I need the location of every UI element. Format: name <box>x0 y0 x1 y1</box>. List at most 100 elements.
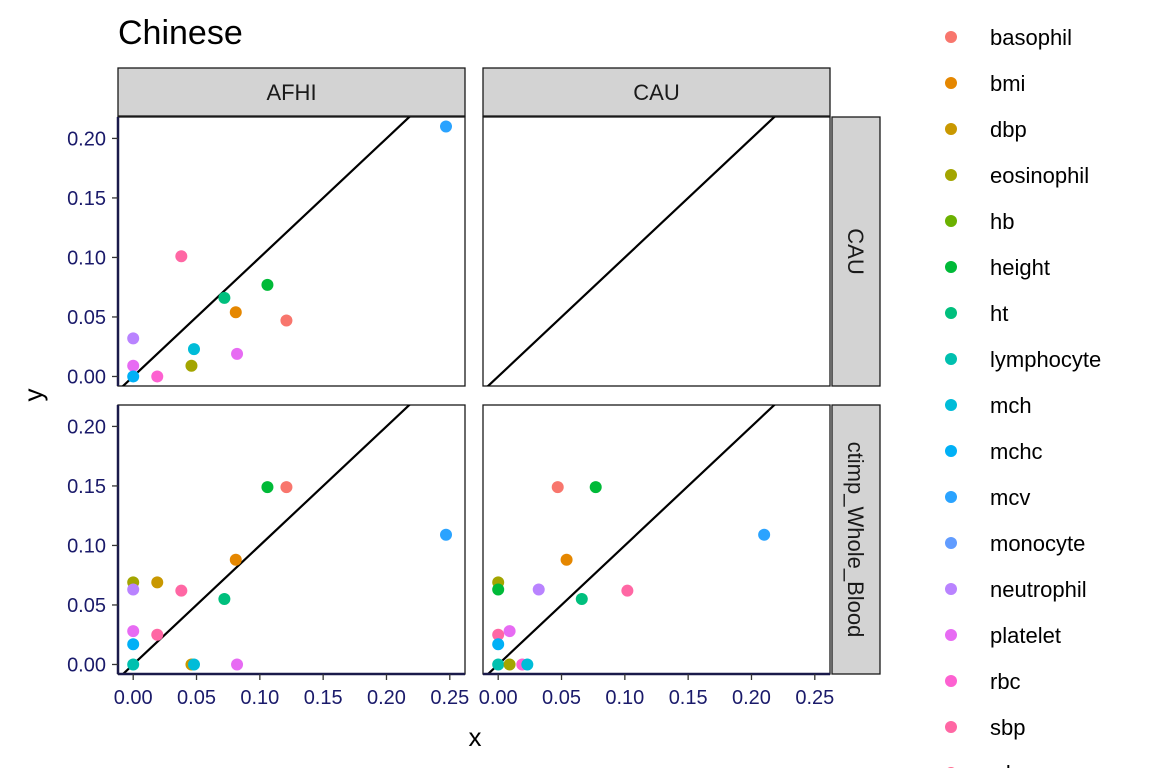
x-tick-label: 0.25 <box>795 687 834 709</box>
legend-label: hb <box>990 209 1014 234</box>
legend-item-hb: hb <box>945 209 1014 234</box>
legend-label: bmi <box>990 71 1025 96</box>
legend-swatch <box>945 353 957 365</box>
facet-panels <box>117 116 831 675</box>
panel-border <box>117 404 466 675</box>
legend-swatch <box>945 31 957 43</box>
data-point <box>440 528 453 541</box>
data-point <box>532 583 545 596</box>
y-tick-label: 0.20 <box>67 128 106 150</box>
legend-swatch <box>945 583 957 595</box>
x-tick-label: 0.05 <box>177 687 216 709</box>
legend-item-height: height <box>945 255 1050 280</box>
y-tick-label: 0.00 <box>67 654 106 676</box>
data-point <box>218 291 231 304</box>
legend-swatch <box>945 629 957 641</box>
panel-afhi-ctimp-whole-blood <box>117 404 466 675</box>
legend-swatch <box>945 491 957 503</box>
data-point <box>575 593 588 606</box>
legend-label: neutrophil <box>990 577 1087 602</box>
y-tick-label: 0.15 <box>67 476 106 498</box>
x-tick-label: 0.05 <box>542 687 581 709</box>
y-tick-label: 0.05 <box>67 595 106 617</box>
data-point <box>151 628 164 641</box>
panel-cau-cau <box>482 116 831 387</box>
legend-item-neutrophil: neutrophil <box>945 577 1087 602</box>
legend-item-wbc: wbc <box>947 761 1029 768</box>
data-point <box>127 638 140 651</box>
legend-item-monocyte: monocyte <box>945 531 1085 556</box>
panel-cau-ctimp-whole-blood <box>482 404 831 675</box>
strip-cau: CAU <box>482 67 831 117</box>
legend-swatch <box>945 307 957 319</box>
y-tick-label: 0.00 <box>67 366 106 388</box>
legend-label: wbc <box>989 761 1029 768</box>
x-tick-label: 0.20 <box>732 687 771 709</box>
legend-label: mch <box>990 393 1032 418</box>
legend-label: platelet <box>990 623 1061 648</box>
data-point <box>127 332 140 345</box>
data-point <box>151 370 164 383</box>
data-point <box>621 584 634 597</box>
legend-swatch <box>945 123 957 135</box>
data-point <box>261 278 274 291</box>
y-axis-label: y <box>18 389 48 402</box>
legend-label: mchc <box>990 439 1043 464</box>
strip-background <box>831 404 881 675</box>
data-point <box>551 481 564 494</box>
data-point <box>127 370 140 383</box>
legend-item-rbc: rbc <box>945 669 1021 694</box>
reference-line <box>121 405 411 674</box>
data-point <box>127 583 140 596</box>
data-point <box>218 593 231 606</box>
data-point <box>758 528 771 541</box>
legend-item-mcv: mcv <box>945 485 1030 510</box>
data-point <box>589 481 602 494</box>
panel-border <box>482 404 831 675</box>
data-point <box>229 306 242 319</box>
legend-label: eosinophil <box>990 163 1089 188</box>
data-point <box>187 658 200 671</box>
legend-label: monocyte <box>990 531 1085 556</box>
strip-ctimp-whole-blood: ctimp_Whole_Blood <box>831 404 881 675</box>
strip-label: CAU <box>633 80 679 105</box>
legend-swatch <box>945 445 957 457</box>
data-point <box>175 250 188 263</box>
legend-swatch <box>945 721 957 733</box>
x-tick-label: 0.10 <box>605 687 644 709</box>
data-point <box>503 658 516 671</box>
legend-label: height <box>990 255 1050 280</box>
legend-label: sbp <box>990 715 1025 740</box>
facet-strips: AFHI CAU CAU ctimp_Whole_Blood <box>117 67 881 675</box>
data-point <box>492 638 505 651</box>
data-point <box>185 359 198 372</box>
data-point <box>280 481 293 494</box>
data-point <box>261 481 274 494</box>
panel-afhi-cau <box>117 116 466 387</box>
data-point <box>231 658 244 671</box>
strip-label: CAU <box>843 228 868 274</box>
strip-background <box>831 116 881 387</box>
panel-border <box>117 116 466 387</box>
legend-label: rbc <box>990 669 1021 694</box>
y-tick-label: 0.15 <box>67 188 106 210</box>
data-point <box>187 343 200 356</box>
data-point <box>127 359 140 372</box>
data-point <box>231 347 244 360</box>
data-point <box>492 583 505 596</box>
legend-item-platelet: platelet <box>945 623 1061 648</box>
data-point <box>492 658 505 671</box>
x-tick-label: 0.00 <box>479 687 518 709</box>
legend-swatch <box>945 77 957 89</box>
legend-item-bmi: bmi <box>945 71 1025 96</box>
y-tick-label: 0.20 <box>67 416 106 438</box>
legend-item-sbp: sbp <box>945 715 1025 740</box>
x-tick-label: 0.00 <box>114 687 153 709</box>
data-point <box>560 553 573 566</box>
legend-swatch <box>945 261 957 273</box>
strip-background <box>482 67 831 117</box>
x-tick-label: 0.20 <box>367 687 406 709</box>
legend-label: lymphocyte <box>990 347 1101 372</box>
axes: 0.00 0.05 0.10 0.15 0.20 0.00 0.05 0.10 0.15 0.20… <box>67 117 834 709</box>
